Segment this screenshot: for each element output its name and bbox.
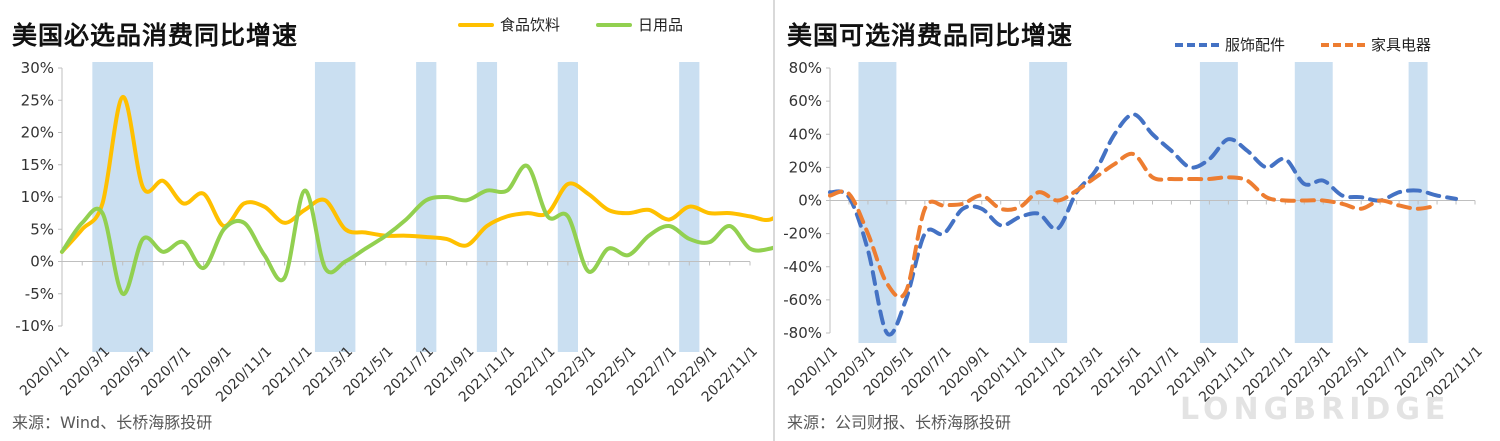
y-tick-label: -40%	[783, 258, 822, 276]
y-tick-label: -10%	[15, 317, 54, 335]
chart-source: 来源：公司财报、长桥海豚投研	[787, 413, 1012, 432]
legend-item-daily-goods: 日用品	[596, 14, 683, 35]
series-line-1	[828, 151, 1440, 299]
y-tick-label: -5%	[25, 285, 54, 303]
legend-item-food-beverage: 食品饮料	[458, 14, 560, 35]
y-tick-label: 80%	[789, 59, 822, 77]
legend-label-daily-goods: 日用品	[638, 16, 684, 34]
legend-item-furniture: 家具电器	[1321, 34, 1431, 55]
y-tick-label: -60%	[783, 291, 822, 309]
series-line-0	[60, 95, 773, 254]
y-tick-label: -20%	[783, 225, 822, 243]
food-daily-chart-panel: 美国必选品消费同比增速 食品饮料 日用品 30% 25% 20% 15% 10% 5% 0%…	[12, 14, 773, 432]
y-tick-label: 20%	[21, 124, 54, 142]
chart-title: 美国可选消费品同比增速	[787, 21, 1074, 50]
series-line-1	[60, 163, 773, 296]
shaded-period	[416, 62, 437, 352]
y-tick-label: 20%	[789, 158, 822, 176]
shaded-period	[314, 62, 356, 352]
y-tick-label: 10%	[21, 188, 54, 206]
legend-swatch-daily-goods	[596, 22, 633, 27]
y-tick-label: -80%	[783, 324, 822, 342]
legend-swatch-apparel	[1175, 42, 1219, 47]
legend-swatch-furniture	[1321, 42, 1366, 47]
chart-legend: 服饰配件 家具电器	[1175, 34, 1467, 55]
y-tick-label: 30%	[21, 59, 54, 77]
legend-label-apparel: 服饰配件	[1225, 36, 1286, 54]
y-tick-label: 60%	[789, 92, 822, 110]
food-daily-growth-chart: 30%25%20%15%10%5%0%-5%-10%2020/1/12020/3…	[15, 59, 773, 406]
y-tick-label: 0%	[798, 192, 822, 210]
panel-divider	[773, 0, 775, 441]
y-tick-label: 0%	[30, 253, 54, 271]
apparel-furniture-growth-chart: 80%60%40%20%0%-20%-40%-60%-80%2020/1/120…	[783, 59, 1486, 406]
y-tick-label: 25%	[21, 91, 54, 109]
y-tick-label: 40%	[789, 125, 822, 143]
chart-title: 美国必选品消费同比增速	[12, 21, 299, 50]
shaded-period	[1029, 62, 1068, 343]
shaded-period	[557, 62, 578, 352]
brand-watermark: LONGBRIDGE	[1180, 392, 1451, 427]
legend-item-apparel: 服饰配件	[1175, 34, 1285, 55]
shaded-period	[1199, 62, 1238, 343]
legend-swatch-food-beverage	[458, 22, 494, 27]
y-tick-label: 5%	[30, 220, 54, 238]
y-tick-label: 15%	[21, 156, 54, 174]
shaded-period	[476, 62, 498, 352]
chart-source: 来源：Wind、长桥海豚投研	[12, 413, 213, 432]
series-line-0	[828, 112, 1459, 337]
apparel-furniture-chart-panel: 美国可选消费品同比增速 服饰配件 家具电器 80% 60% 40% 20% 0% -20%…	[775, 0, 1500, 441]
legend-label-furniture: 家具电器	[1371, 36, 1432, 54]
chart-legend: 食品饮料 日用品	[458, 14, 719, 35]
legend-label-food-beverage: 食品饮料	[500, 16, 561, 34]
